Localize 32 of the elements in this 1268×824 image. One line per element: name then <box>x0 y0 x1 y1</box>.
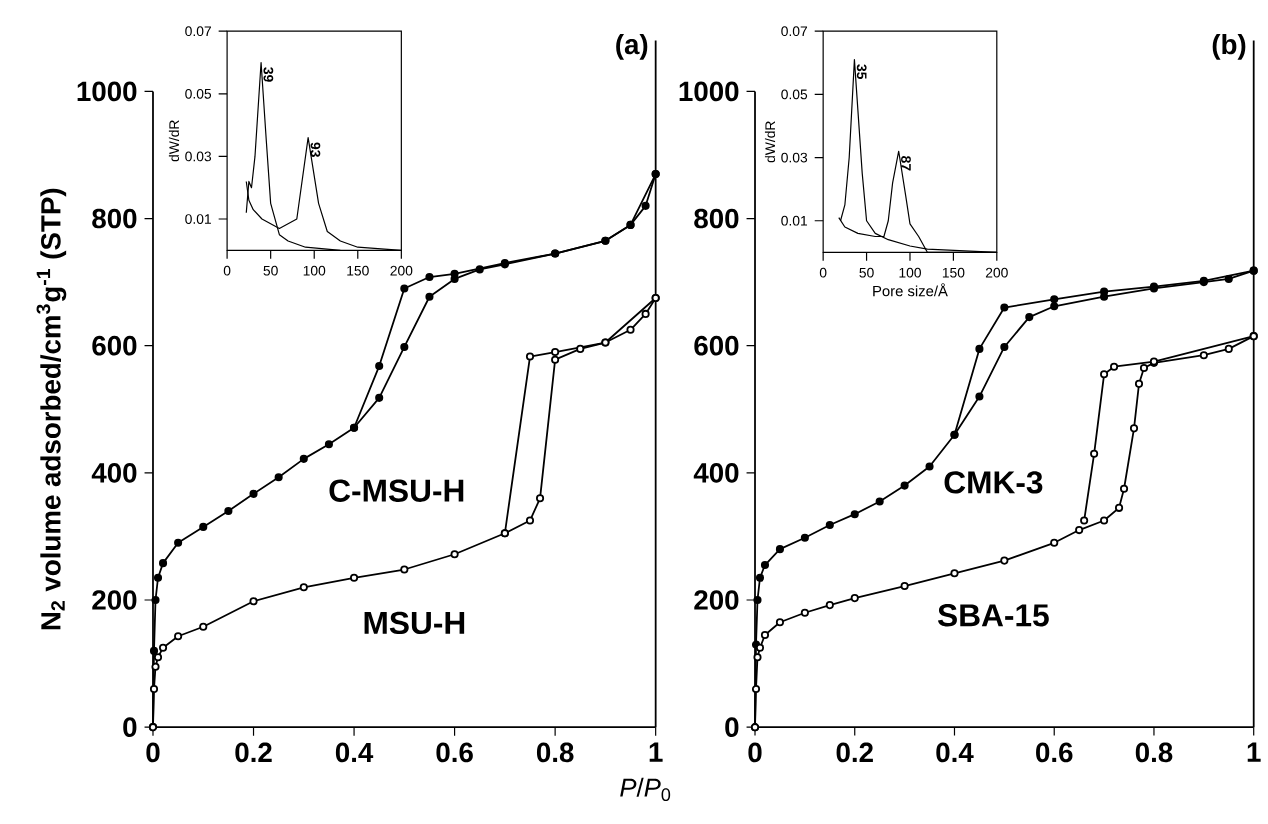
x-tick-label: 0.4 <box>335 742 374 762</box>
y-tick-label: 200 <box>694 589 739 610</box>
chart-title: (a) <box>616 33 648 60</box>
y-tick-label: 1000 <box>679 81 739 101</box>
y-tick-label: 400 <box>91 462 137 483</box>
x-tick-label: 1 <box>649 742 663 762</box>
x-tick-label: 0.8 <box>1135 742 1173 762</box>
x-tick-label: 1 <box>1247 742 1261 762</box>
x-tick-label: 0 <box>748 742 762 762</box>
annotation: MSU-H <box>364 611 465 634</box>
annotation: C-MSU-H <box>329 479 464 502</box>
y-tick-label: 400 <box>693 462 739 483</box>
x-tick-label: 0 <box>146 742 160 762</box>
chart-title: (b) <box>1212 33 1246 60</box>
x-tick-label: 0.4 <box>936 742 974 762</box>
annotation: SBA-15 <box>937 603 1049 627</box>
y-tick-label: 1000 <box>77 81 137 101</box>
y-tick-label: 600 <box>694 335 739 356</box>
y-tick-label: 600 <box>92 335 137 356</box>
y-axis-title: N$_{2}$ volume adsorbed/cm$^{3}$g$^{-1}$ (STP) <box>36 188 67 630</box>
x-tick-label: 0.8 <box>536 742 574 762</box>
x-tick-label: 0.6 <box>1036 742 1073 762</box>
x-axis-title: P/P$_{0}$ <box>620 777 671 801</box>
y-tick-label: 200 <box>92 589 137 610</box>
y-tick-label: 800 <box>694 208 739 229</box>
x-tick-label: 0.2 <box>235 742 272 762</box>
annotation: CMK-3 <box>944 470 1043 494</box>
y-tick-label: 0 <box>725 717 739 737</box>
y-tick-label: 0 <box>123 717 137 737</box>
y-tick-label: 800 <box>92 208 137 229</box>
x-tick-label: 0.2 <box>836 742 873 762</box>
x-tick-label: 0.6 <box>436 742 473 762</box>
